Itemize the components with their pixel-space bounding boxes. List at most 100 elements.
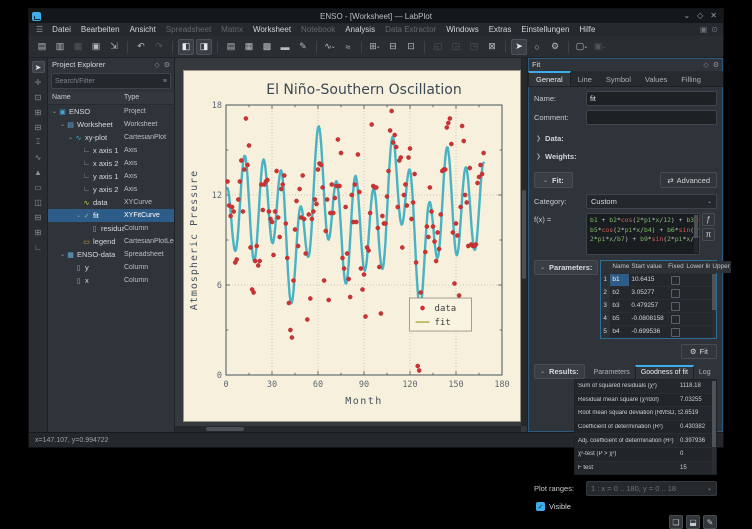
param-lower-limit-cell[interactable] [684,287,710,299]
functions-button[interactable]: ƒ [702,213,715,226]
tab-general[interactable]: General [528,71,571,86]
menu-matrix[interactable]: Matrix [216,23,248,36]
search-input[interactable] [52,78,163,85]
vertical-scrollbar[interactable] [521,58,527,426]
parameter-row[interactable]: 5b4-0.699536 [601,326,716,338]
tree-item-y-axis-2[interactable]: ∟y axis 2Axis [48,183,174,196]
results-section-toggle[interactable]: ⌄ Results: [534,364,585,379]
param-column-header[interactable]: Fixed [667,261,684,273]
param-name-cell[interactable]: b1 [610,274,629,286]
export-results-button[interactable]: ✎ [703,515,717,529]
grid-layout-icon[interactable]: ⊞ [32,226,45,238]
zoom-select-tool-icon[interactable]: ⊡ [32,91,45,103]
param-start-value-cell[interactable]: 0.479257 [629,300,667,312]
column-header-name[interactable]: Name [48,92,120,104]
param-fixed-cell[interactable] [667,287,684,299]
tree-item-fit[interactable]: ⌄✓fitXYFitCurve [48,209,174,222]
data-section-toggle[interactable]: ❯ Data: [536,134,717,143]
comment-input[interactable] [586,110,717,125]
results-tab-log[interactable]: Log [694,365,716,379]
save-results-button[interactable]: ⬓ [686,515,700,529]
param-start-value-cell[interactable]: 10.6415 [629,274,667,286]
param-lower-limit-cell[interactable] [684,326,710,338]
param-column-header[interactable]: Name [610,261,629,273]
menu-worksheet[interactable]: Worksheet [248,23,296,36]
crosshair-mode-button[interactable]: ○ [529,39,545,55]
tree-item-data[interactable]: ∿dataXYCurve [48,196,174,209]
parameter-row[interactable]: 3b30.479257 [601,300,716,313]
float-dock-icon[interactable]: ◇ [703,61,708,69]
formula-editor[interactable]: b1 + b2*cos(2*pi*x/12) + b3*sin(2*pi*x/1… [586,213,700,255]
horizontal-scrollbar[interactable] [175,426,521,432]
new-project-button[interactable]: ▤ [34,39,50,55]
zoom-selection-button[interactable]: ⊡ [403,39,419,55]
param-column-header[interactable]: Start value [629,261,667,273]
vertical-layout-icon[interactable]: ◫ [32,196,45,208]
navigate-right-button[interactable]: ◲ [448,39,464,55]
crosshair-tool-icon[interactable]: ✛ [32,76,45,88]
enso-plot[interactable]: El Niño-Southern Oscillation030609012015… [184,71,520,421]
zoom-mode-button[interactable]: ⊞⌄ [367,39,383,55]
results-tab-goodness-of-fit[interactable]: Goodness of fit [635,365,694,379]
param-fixed-cell[interactable] [667,274,684,286]
navigate-up-button[interactable]: ◳ [466,39,482,55]
add-text-tool-icon[interactable]: ⌶ [32,136,45,148]
param-fixed-cell[interactable] [667,313,684,325]
parameters-table[interactable]: NameStart valueFixedLower limitUpper lim… [600,260,717,339]
menu-hilfe[interactable]: Hilfe [574,23,600,36]
new-worksheet-button[interactable]: ▤ [223,39,239,55]
parameters-scrollbar[interactable] [712,273,716,338]
menu-analysis[interactable]: Analysis [340,23,380,36]
theme-button[interactable]: ▢⌄ [574,39,590,55]
expander-icon[interactable]: ⌄ [59,121,66,128]
param-start-value-cell[interactable]: -0.699536 [629,326,667,338]
weights-section-toggle[interactable]: ❯ Weights: [536,152,717,161]
menu-einstellungen[interactable]: Einstellungen [516,23,574,36]
category-select[interactable]: Custom ⌄ [586,194,717,209]
horizontal-layout-icon[interactable]: ⊟ [32,211,45,223]
param-fixed-cell[interactable] [667,326,684,338]
expander-icon[interactable]: ⌄ [59,251,66,258]
undo-button[interactable]: ↶ [133,39,149,55]
float-dock-icon[interactable]: ◇ [154,61,159,69]
select-tool-icon[interactable]: ➤ [32,61,45,73]
menu-notebook[interactable]: Notebook [296,23,340,36]
configure-toolbars-icon[interactable]: ▣ [700,25,708,34]
expander-icon[interactable]: ⌄ [75,212,82,219]
column-header-type[interactable]: Type [120,92,174,104]
select-mode-button[interactable]: ➤ [511,39,527,55]
add-curve-button[interactable]: ≈ [340,39,356,55]
param-lower-limit-cell[interactable] [684,274,710,286]
settings-button[interactable]: ⚙ [547,39,563,55]
hamburger-icon[interactable]: ☰ [32,25,47,34]
fit-section-toggle[interactable]: ⌄ Fit: [534,172,573,188]
zoom-x-tool-icon[interactable]: ⊞ [32,106,45,118]
navigate-left-button[interactable]: ◱ [430,39,446,55]
save-project-button[interactable]: ▦ [70,39,86,55]
new-matrix-button[interactable]: ▩ [259,39,275,55]
new-datapicker-button[interactable]: ✎ [295,39,311,55]
new-plot-button[interactable]: ∿⌄ [322,39,338,55]
tree-item-y-axis-1[interactable]: ∟y axis 1Axis [48,170,174,183]
param-lower-limit-cell[interactable] [684,300,710,312]
add-curve-tool-icon[interactable]: ▲ [32,166,45,178]
param-column-header[interactable]: Lower limit [684,261,710,273]
expander-icon[interactable]: ⌄ [67,134,74,141]
param-name-cell[interactable]: b4 [610,326,629,338]
tree-item-legend[interactable]: ▭legendCartesianPlotLegend [48,235,174,248]
print-button[interactable]: ▣ [88,39,104,55]
tree-item-worksheet[interactable]: ⌄▤WorksheetWorksheet [48,118,174,131]
close-button[interactable]: ✕ [710,9,717,23]
add-plot-tool-icon[interactable]: ∿ [32,151,45,163]
visible-checkbox[interactable]: ✓ [536,502,545,511]
constants-button[interactable]: π [702,228,715,241]
zoom-fit-button[interactable]: ⊟ [385,39,401,55]
toggle-properties-button[interactable]: ◨ [196,39,212,55]
menu-windows[interactable]: Windows [441,23,483,36]
worksheet-page[interactable]: El Niño-Southern Oscillation030609012015… [183,70,521,422]
tree-item-x-axis-2[interactable]: ∟x axis 2Axis [48,157,174,170]
parameters-section-toggle[interactable]: ⌄ Parameters: [534,260,598,275]
new-spreadsheet-button[interactable]: ▦ [241,39,257,55]
menu-data-extractor[interactable]: Data Extractor [380,23,441,36]
dock-menu-icon[interactable]: ⚙ [164,61,170,69]
